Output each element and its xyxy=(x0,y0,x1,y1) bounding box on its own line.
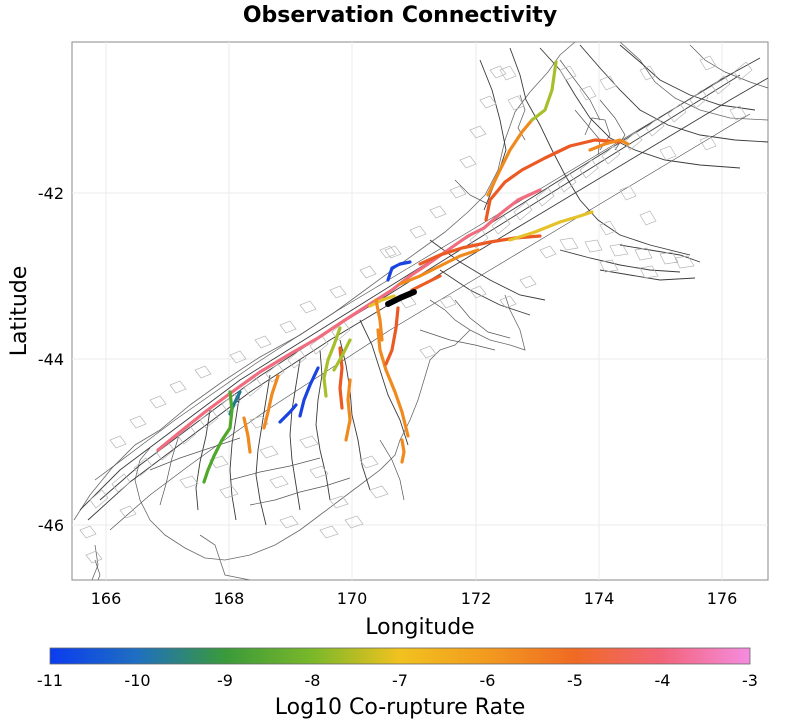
segment-blue-mid xyxy=(298,366,320,418)
colorbar-label: Log10 Co-rupture Rate xyxy=(275,695,526,720)
segment-orange-mid2 xyxy=(344,378,352,442)
x-tick-label: 170 xyxy=(337,589,368,608)
plot-area xyxy=(71,41,769,581)
segment-red-south xyxy=(384,306,400,366)
segment-orange-mid xyxy=(374,298,384,342)
colorbar-tick-label: -4 xyxy=(655,671,671,690)
colorbar-tick-label: -6 xyxy=(480,671,496,690)
segment-orange-south2 xyxy=(400,438,406,464)
grid-lines xyxy=(72,42,768,580)
colorbar-tick-label: -3 xyxy=(742,671,758,690)
segment-blue-south xyxy=(278,403,298,424)
segment-orange-center xyxy=(398,248,480,286)
colorbar-tick-label: -10 xyxy=(124,671,150,690)
segment-yellowgreen-top xyxy=(530,60,558,122)
segment-hope-red xyxy=(484,138,622,222)
fault-section-boxes xyxy=(79,55,753,564)
y-tick-label: -46 xyxy=(38,516,64,535)
segment-orange-south1 xyxy=(376,328,410,438)
x-tick-label: 166 xyxy=(91,589,122,608)
y-tick-label: -42 xyxy=(38,184,64,203)
colorbar-tick-label: -7 xyxy=(392,671,408,690)
x-tick-label: 168 xyxy=(214,589,245,608)
x-axis-label: Longitude xyxy=(365,615,474,640)
segment-yellow-east xyxy=(508,210,594,242)
segment-alpine-pink-north xyxy=(482,188,542,230)
segment-observed-rupture xyxy=(385,289,417,307)
colorbar-tick-label: -9 xyxy=(217,671,233,690)
segment-yellow-west xyxy=(368,294,396,308)
segment-yellowgreen-mid xyxy=(322,326,342,398)
x-axis: 166 168 170 172 174 176 Longitude xyxy=(91,589,738,640)
y-axis: -42 -44 -46 Latitude xyxy=(7,184,64,535)
y-tick-label: -44 xyxy=(38,350,64,369)
segment-orange-east xyxy=(588,138,630,152)
co-rupture-segments xyxy=(156,60,630,484)
x-tick-label: 176 xyxy=(707,589,738,608)
segment-green-west xyxy=(202,390,234,484)
colorbar-tick-label: -8 xyxy=(305,671,321,690)
segment-orange-north xyxy=(486,118,534,197)
colorbar-tick-label: -5 xyxy=(567,671,583,690)
segment-orange-west2 xyxy=(242,416,252,454)
x-tick-label: 174 xyxy=(584,589,615,608)
segment-redorange-center xyxy=(410,274,442,292)
segment-yellowgreen-west2 xyxy=(332,338,352,372)
segment-orange-west xyxy=(262,374,280,430)
y-axis-label: Latitude xyxy=(7,266,32,357)
segment-blue-north xyxy=(386,260,412,282)
colorbar-tick-label: -11 xyxy=(37,671,63,690)
colorbar-gradient xyxy=(49,647,751,665)
x-tick-label: 172 xyxy=(461,589,492,608)
colorbar: -11 -10 -9 -8 -7 -6 -5 -4 -3 Log10 Co-ru… xyxy=(37,647,758,720)
map-layers xyxy=(73,42,768,580)
plot-title: Observation Connectivity xyxy=(243,3,557,28)
